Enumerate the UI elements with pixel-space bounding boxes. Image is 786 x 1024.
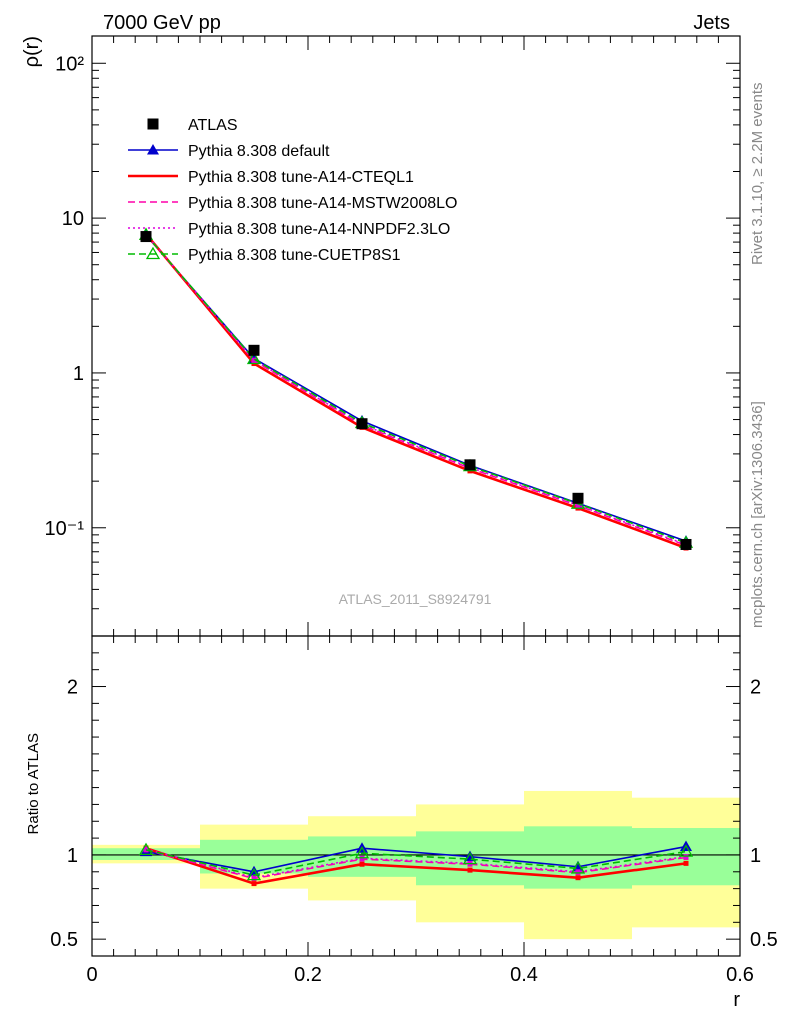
ratio-series-line-3: [145, 848, 687, 879]
ratio-ytick-label-right: 2: [750, 677, 761, 699]
ratio-ytick-label-right: 1: [750, 845, 761, 867]
main-series-0-point: [356, 418, 368, 430]
main-panel: 10⁻¹ 1 10 10²: [45, 35, 741, 637]
main-series-line-4: [145, 233, 687, 546]
ratio-series-4-point: [462, 851, 478, 865]
main-series-0-point: [464, 459, 476, 471]
main-series-line-3: [145, 234, 687, 547]
ratio-series-1-point: [359, 861, 365, 867]
legend-label: Pythia 8.308 tune-A14-MSTW2008LO: [188, 195, 457, 212]
main-ytick-label: 10: [62, 208, 84, 230]
ratio-series-line-2: [145, 849, 687, 880]
ratio-series-3-point: [143, 846, 149, 852]
ratio-xtick-label: 0.2: [294, 964, 322, 986]
main-series-4-point: [251, 357, 257, 363]
watermark: ATLAS_2011_S8924791: [339, 591, 492, 607]
ratio-xtick-label: 0.6: [726, 964, 754, 986]
main-series-line-2: [145, 233, 687, 550]
main-ytick-label: 10²: [55, 53, 84, 75]
ratio-ylabel: Ratio to ATLAS: [25, 733, 42, 834]
ratio-xtick-label: 0: [86, 964, 97, 986]
ratio-ytick-label: 2: [67, 677, 78, 699]
ratio-series-3-point: [251, 875, 257, 881]
ratio-series-4-point: [354, 845, 370, 859]
main-series-5-point: [246, 351, 262, 365]
legend-marker: [145, 246, 161, 260]
main-series-line-5: [145, 234, 687, 544]
legend-label: Pythia 8.308 default: [188, 143, 330, 160]
ratio-series-1-point: [575, 875, 581, 881]
ratio-ytick-label: 1: [67, 845, 78, 867]
header-right: Jets: [693, 12, 730, 34]
ratio-panel: 0 0.2 0.4 0.6 0.5 0.5 1 1 2 2: [50, 635, 778, 986]
main-ytick-label: 10⁻¹: [45, 518, 85, 540]
legend-marker: [147, 118, 159, 130]
legend-label: Pythia 8.308 tune-CUETP8S1: [188, 247, 401, 264]
legend-marker: [147, 144, 159, 155]
mcplots-label: mcplots.cern.ch [arXiv:1306.3436]: [749, 401, 766, 628]
main-series-4-point: [575, 502, 581, 508]
legend: ATLAS Pythia 8.308 default Pythia 8.308 tu…: [128, 117, 457, 264]
ratio-ytick-label-right: 0.5: [750, 929, 778, 951]
ratio-series-4-point: [138, 842, 154, 856]
ratio-series-line-1: [145, 846, 687, 885]
x-axis-label: r: [733, 989, 740, 1011]
ratio-series-3-point: [575, 869, 581, 875]
ratio-series-1-point: [683, 860, 689, 866]
legend-label: Pythia 8.308 tune-A14-CTEQL1: [188, 169, 414, 186]
ratio-series-line-0: [145, 845, 687, 873]
main-series-0-point: [680, 538, 692, 550]
ratio-series-1-point: [467, 867, 473, 873]
legend-label: Pythia 8.308 tune-A14-NNPDF2.3LO: [188, 221, 450, 238]
main-series-0-point: [140, 231, 152, 243]
ratio-ytick-label: 0.5: [50, 929, 78, 951]
main-ytick-label: 1: [73, 363, 84, 385]
legend-label: ATLAS: [188, 117, 238, 134]
ratio-series-4-point: [570, 861, 586, 874]
ratio-series-line-4: [145, 849, 687, 876]
main-series-0-point: [572, 492, 584, 504]
ratio-series-1-point: [251, 881, 257, 887]
ratio-series-4-point: [246, 867, 262, 881]
main-series-0-point: [248, 344, 260, 356]
rivet-label: Rivet 3.1.10, ≥ 2.2M events: [749, 83, 766, 266]
main-ylabel: ρ(r): [21, 36, 43, 67]
header-left: 7000 GeV pp: [103, 12, 221, 34]
ratio-series-4-point: [678, 844, 694, 857]
main-series-line-1: [145, 234, 687, 542]
ratio-xtick-label: 0.4: [510, 964, 538, 986]
